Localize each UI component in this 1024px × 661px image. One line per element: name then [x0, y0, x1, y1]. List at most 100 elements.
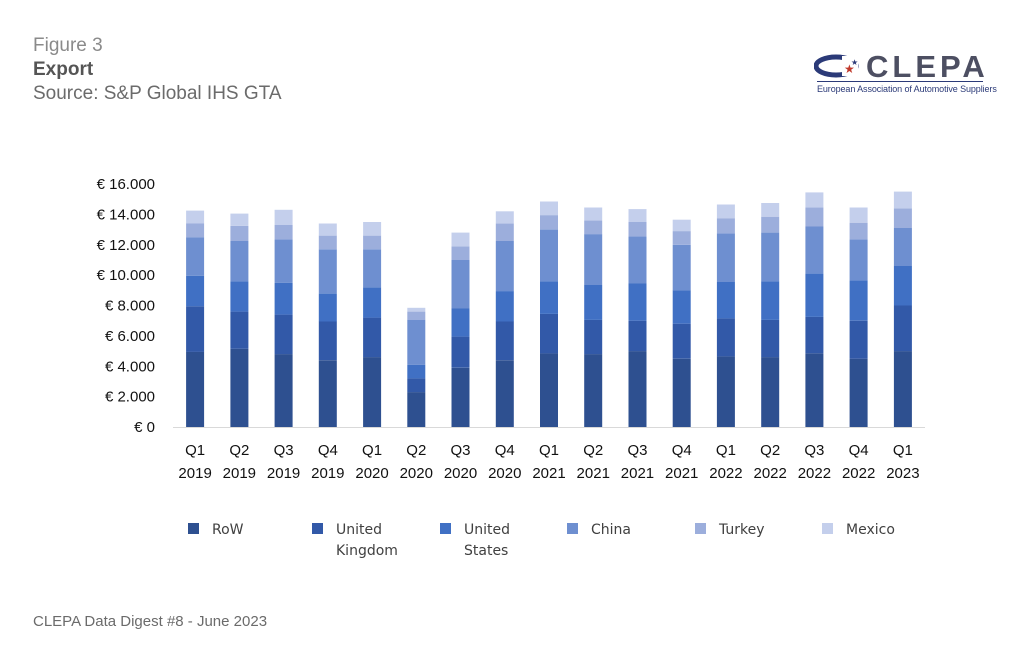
x-tick-quarter: Q4: [318, 442, 338, 459]
bar-segment: [761, 232, 780, 282]
legend-label: Turkey: [718, 522, 765, 538]
bar-segment: [495, 211, 514, 224]
bar-segment: [407, 311, 426, 320]
legend-label: RoW: [212, 522, 244, 538]
bar-segment: [318, 360, 337, 427]
bar-segment: [363, 287, 382, 318]
bar-segment: [805, 316, 824, 354]
bar-segment: [849, 280, 868, 321]
bar-segment: [407, 319, 426, 365]
bar-segment: [274, 282, 293, 315]
legend-swatch: [567, 523, 578, 534]
bar-segment: [540, 229, 558, 282]
bar-segment: [318, 293, 337, 322]
svg-text:★: ★: [851, 58, 858, 67]
x-tick-quarter: Q1: [716, 442, 736, 459]
bar-segment: [893, 191, 912, 209]
bar-segment: [274, 209, 293, 225]
bar-segment: [849, 207, 868, 223]
svg-text:★: ★: [844, 62, 855, 76]
x-tick-quarter: Q3: [804, 442, 824, 459]
logo-tagline: European Association of Automotive Suppl…: [817, 84, 997, 94]
bar-segment: [849, 320, 868, 359]
x-tick-quarter: Q4: [495, 442, 515, 459]
x-tick-year: 2020: [400, 465, 433, 482]
bar-segment: [451, 259, 470, 309]
bar-segment: [451, 308, 470, 337]
bars-layer: [186, 191, 912, 427]
bar-segment: [495, 291, 514, 322]
x-tick-year: 2022: [753, 465, 786, 482]
bar-segment: [584, 207, 603, 221]
bar-segment: [584, 220, 603, 235]
bar-segment: [628, 283, 647, 321]
bar-segment: [363, 357, 382, 427]
figure-label: Figure 3: [33, 35, 103, 56]
legend-label: United: [464, 522, 510, 538]
bar-segment: [716, 218, 735, 234]
y-tick-label: € 4.000: [105, 358, 155, 375]
bar-segment: [761, 281, 780, 320]
x-tick-year: 2021: [621, 465, 654, 482]
x-tick-quarter: Q1: [539, 442, 559, 459]
bar-segment: [805, 273, 824, 317]
bar-segment: [230, 311, 249, 349]
logo-wordmark: CLEPA: [866, 49, 989, 84]
bar-segment: [186, 223, 205, 238]
figure-title: Export: [33, 59, 94, 80]
legend-label: China: [591, 522, 631, 538]
x-tick-quarter: Q4: [672, 442, 692, 459]
bar-segment: [230, 213, 249, 226]
bar-segment: [805, 226, 824, 274]
legend: RoW United Kingdom United States China Turkey M…: [188, 522, 895, 559]
x-tick-quarter: Q1: [893, 442, 913, 459]
bar-segment: [672, 244, 691, 291]
bar-segment: [274, 225, 293, 240]
x-tick-quarter: Q3: [627, 442, 647, 459]
y-tick-label: € 0: [134, 419, 155, 436]
bar-segment: [805, 353, 824, 427]
bar-segment: [849, 358, 868, 427]
x-tick-year: 2021: [577, 465, 610, 482]
bar-segment: [893, 351, 912, 427]
bar-segment: [893, 208, 912, 228]
figure-source: Source: S&P Global IHS GTA: [33, 83, 282, 104]
bar-segment: [672, 358, 691, 427]
bar-segment: [186, 351, 205, 427]
bar-segment: [540, 201, 558, 216]
x-axis: Q1 2019 Q2 2019 Q3 2019 Q4 2019 Q1 2020 Q2 2020 Q3 20…: [178, 442, 919, 482]
legend-swatch: [695, 523, 706, 534]
bar-segment: [893, 228, 912, 266]
bar-segment: [186, 237, 205, 276]
x-tick-year: 2021: [665, 465, 698, 482]
y-tick-label: € 8.000: [105, 298, 155, 315]
bar-segment: [672, 219, 691, 232]
bar-segment: [893, 305, 912, 352]
clepa-emblem-icon: ★ ★: [814, 54, 859, 78]
bar-segment: [495, 223, 514, 241]
bar-segment: [540, 313, 558, 354]
bar-segment: [451, 232, 470, 247]
x-tick-quarter: Q2: [583, 442, 603, 459]
bar-segment: [186, 275, 205, 307]
x-tick-year: 2023: [886, 465, 919, 482]
x-tick-year: 2020: [355, 465, 388, 482]
bar-segment: [318, 223, 337, 236]
bar-segment: [672, 323, 691, 359]
bar-segment: [805, 192, 824, 208]
legend-swatch: [440, 523, 451, 534]
bar-segment: [716, 204, 735, 219]
bar-segment: [672, 290, 691, 324]
bar-segment: [628, 209, 647, 222]
bar-segment: [584, 319, 603, 355]
logo-rule: [817, 81, 983, 82]
x-tick-quarter: Q1: [362, 442, 382, 459]
bar-segment: [186, 306, 205, 352]
bar-segment: [805, 207, 824, 227]
x-tick-year: 2022: [709, 465, 742, 482]
bar-segment: [318, 249, 337, 294]
clepa-logo: ★ ★ CLEPA European Association of Automo…: [814, 49, 997, 98]
bar-segment: [584, 285, 603, 320]
bar-segment: [716, 282, 735, 319]
